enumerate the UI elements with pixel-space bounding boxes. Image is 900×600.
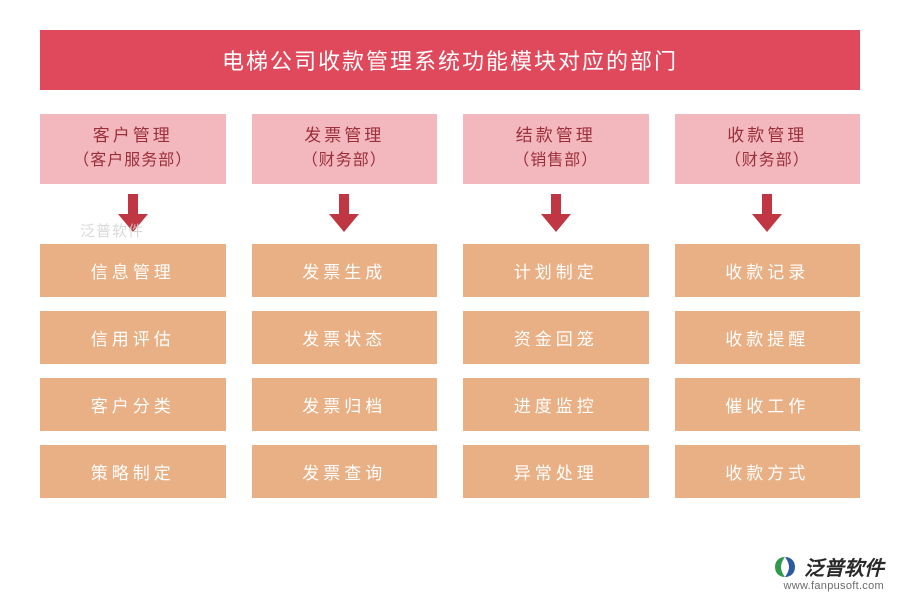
column-3: 结款管理 （销售部） 计划制定 资金回笼 进度监控 异常处理: [463, 114, 649, 512]
category-box-3: 结款管理 （销售部）: [463, 114, 649, 184]
module-item: 信息管理: [40, 244, 226, 297]
module-item: 发票生成: [252, 244, 438, 297]
category-line2: （财务部）: [258, 149, 432, 172]
module-item: 发票归档: [252, 378, 438, 431]
category-line1: 发票管理: [258, 124, 432, 149]
diagram-title: 电梯公司收款管理系统功能模块对应的部门: [40, 30, 860, 90]
category-line2: （销售部）: [469, 149, 643, 172]
module-item: 进度监控: [463, 378, 649, 431]
down-arrow-icon: [539, 194, 573, 234]
category-line1: 收款管理: [681, 124, 855, 149]
brand-url: www.fanpusoft.com: [774, 580, 884, 592]
category-box-2: 发票管理 （财务部）: [252, 114, 438, 184]
module-item: 客户分类: [40, 378, 226, 431]
module-item: 资金回笼: [463, 311, 649, 364]
brand-name: 泛普软件: [804, 558, 884, 580]
module-item: 计划制定: [463, 244, 649, 297]
module-item: 发票状态: [252, 311, 438, 364]
column-2: 发票管理 （财务部） 发票生成 发票状态 发票归档 发票查询: [252, 114, 438, 512]
module-item: 信用评估: [40, 311, 226, 364]
category-line2: （客户服务部）: [46, 149, 220, 172]
category-line1: 结款管理: [469, 124, 643, 149]
column-4: 收款管理 （财务部） 收款记录 收款提醒 催收工作 收款方式: [675, 114, 861, 512]
module-item: 收款方式: [675, 445, 861, 498]
module-item: 收款记录: [675, 244, 861, 297]
category-line2: （财务部）: [681, 149, 855, 172]
module-item: 发票查询: [252, 445, 438, 498]
module-item: 策略制定: [40, 445, 226, 498]
column-1: 客户管理 （客户服务部） 信息管理 信用评估 客户分类 策略制定: [40, 114, 226, 512]
columns-container: 客户管理 （客户服务部） 信息管理 信用评估 客户分类 策略制定 发票管理 （财…: [40, 114, 860, 512]
module-item: 收款提醒: [675, 311, 861, 364]
module-item: 异常处理: [463, 445, 649, 498]
down-arrow-icon: [750, 194, 784, 234]
category-line1: 客户管理: [46, 124, 220, 149]
category-box-4: 收款管理 （财务部）: [675, 114, 861, 184]
brand-logo-icon: [774, 556, 796, 578]
down-arrow-icon: [327, 194, 361, 234]
footer: 泛普软件 www.fanpusoft.com: [774, 556, 884, 592]
down-arrow-icon: [116, 194, 150, 234]
category-box-1: 客户管理 （客户服务部）: [40, 114, 226, 184]
module-item: 催收工作: [675, 378, 861, 431]
